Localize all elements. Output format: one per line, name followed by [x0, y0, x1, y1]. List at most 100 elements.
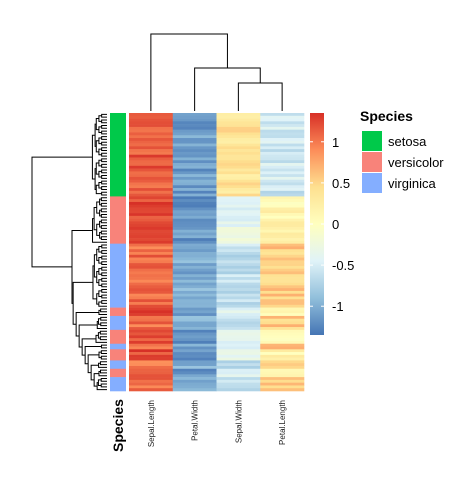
- heatmap-cell: [260, 346, 305, 350]
- heatmap-cell: [260, 354, 305, 358]
- heatmap-cell: [172, 268, 217, 272]
- heatmap-cell: [172, 235, 217, 239]
- heatmap-cell: [260, 263, 305, 267]
- dendrogram-branch: [101, 180, 107, 185]
- heatmap-cell: [172, 154, 217, 158]
- annotation-segment-versicolor: [110, 368, 126, 378]
- heatmap-cell: [129, 138, 174, 142]
- heatmap-cell: [172, 327, 217, 331]
- heatmap-cell: [216, 201, 261, 206]
- heatmap-cell: [172, 346, 217, 350]
- heatmap-cell: [172, 307, 217, 311]
- heatmap-cell: [172, 188, 217, 192]
- heatmap-cell: [260, 124, 305, 128]
- dendrogram-branch: [100, 308, 107, 313]
- heatmap-cell: [216, 215, 261, 219]
- heatmap-cell: [129, 213, 174, 217]
- heatmap-cell: [216, 304, 261, 308]
- heatmap-cell: [172, 165, 217, 169]
- dendrogram-branch: [99, 336, 107, 341]
- dendrogram-branch: [101, 289, 107, 293]
- heatmap-cell: [172, 343, 217, 347]
- heatmap-cell: [216, 154, 261, 158]
- heatmap-cell: [260, 296, 305, 300]
- heatmap-cell: [216, 249, 261, 253]
- heatmap-body: [129, 113, 305, 392]
- color-scale-tick-label: 0.5: [332, 176, 350, 191]
- heatmap-cell: [216, 185, 261, 189]
- heatmap-cell: [129, 182, 174, 186]
- heatmap-cell: [260, 149, 305, 153]
- heatmap-cell: [172, 215, 217, 219]
- heatmap-cell: [260, 185, 305, 189]
- heatmap-cell: [172, 363, 217, 367]
- heatmap-cell: [129, 121, 174, 125]
- heatmap-cell: [172, 238, 217, 242]
- heatmap-cell: [216, 238, 261, 242]
- heatmap-cell: [216, 379, 261, 383]
- heatmap-cell: [129, 371, 174, 375]
- heatmap-cell: [260, 385, 305, 389]
- heatmap-cell: [260, 268, 305, 272]
- heatmap-cell: [260, 218, 305, 222]
- heatmap-cell: [129, 201, 174, 206]
- legend-swatch-versicolor: [362, 152, 382, 172]
- dendrogram-branch: [90, 364, 99, 381]
- heatmap-cell: [216, 271, 261, 275]
- heatmap-cell: [172, 210, 217, 214]
- heatmap-cell: [216, 293, 261, 297]
- heatmap-cell: [260, 290, 305, 294]
- dendrogram-branch: [101, 277, 107, 282]
- heatmap-cell: [216, 218, 261, 222]
- heatmap-cell: [216, 321, 261, 325]
- heatmap-cell: [172, 201, 217, 206]
- heatmap-cell: [172, 182, 217, 186]
- dendrogram-branch: [98, 301, 107, 307]
- legend-swatch-setosa: [362, 131, 382, 151]
- heatmap-cell: [129, 327, 174, 331]
- heatmap-cell: [129, 168, 174, 172]
- heatmap-cell: [260, 204, 305, 208]
- heatmap-cell: [216, 349, 261, 353]
- heatmap-cell: [260, 365, 305, 370]
- heatmap-cell: [216, 260, 261, 264]
- heatmap-cell: [260, 279, 305, 283]
- heatmap-cell: [216, 243, 261, 247]
- dendrogram-branch: [101, 300, 107, 304]
- heatmap-cell: [129, 224, 174, 228]
- heatmap-cell: [129, 296, 174, 300]
- heatmap-cell: [216, 377, 261, 381]
- dendrogram-branch: [71, 229, 93, 304]
- annotation-segment-virginica: [110, 377, 126, 392]
- heatmap-cell: [216, 221, 261, 225]
- heatmap-cell: [260, 113, 305, 117]
- heatmap-cell: [216, 204, 261, 208]
- heatmap-cell: [216, 224, 261, 228]
- heatmap-cell: [216, 335, 261, 339]
- heatmap-cell: [129, 218, 174, 222]
- heatmap-cell: [129, 249, 174, 253]
- heatmap-cell: [216, 132, 261, 136]
- heatmap-cell: [260, 260, 305, 264]
- heatmap-cell: [172, 388, 217, 392]
- heatmap-cell: [172, 340, 217, 345]
- heatmap-cell: [216, 318, 261, 322]
- heatmap-cell: [260, 310, 305, 314]
- heatmap-cell: [216, 121, 261, 125]
- dendrogram-branch: [100, 197, 107, 202]
- heatmap-cell: [216, 263, 261, 267]
- heatmap-cell: [260, 154, 305, 158]
- dendrogram-branch: [101, 266, 107, 271]
- color-scale-tick-label: 1: [332, 135, 339, 150]
- heatmap-cell: [260, 321, 305, 325]
- heatmap-cell: [260, 235, 305, 239]
- dendrogram-branch: [100, 236, 107, 240]
- heatmap-cell: [216, 213, 261, 217]
- heatmap-cell: [129, 160, 174, 164]
- dendrogram-branch: [101, 158, 107, 163]
- heatmap-cell: [260, 168, 305, 172]
- heatmap-cell: [129, 246, 174, 250]
- heatmap-cell: [172, 324, 217, 328]
- dendrogram-branch: [237, 82, 283, 111]
- heatmap-cell: [172, 190, 217, 194]
